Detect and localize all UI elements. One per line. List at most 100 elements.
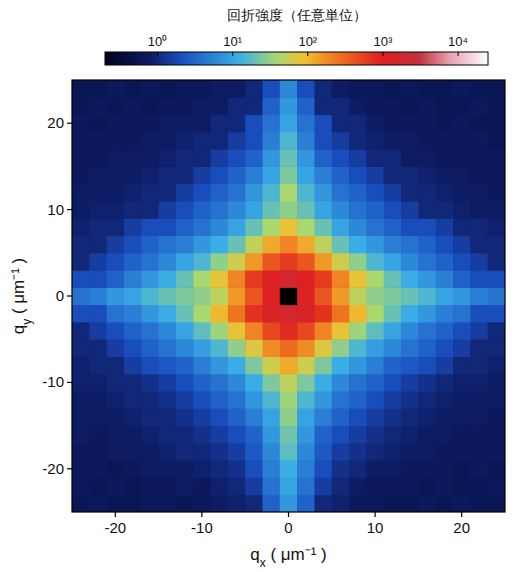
cell <box>263 253 281 271</box>
cell <box>211 97 229 115</box>
cell <box>384 339 402 357</box>
cell <box>418 356 436 374</box>
cell <box>159 149 177 167</box>
cell <box>418 80 436 98</box>
cell <box>384 132 402 150</box>
cell <box>124 236 142 254</box>
cell <box>488 305 505 323</box>
cell <box>107 166 125 184</box>
cell <box>72 80 90 98</box>
cell <box>141 305 159 323</box>
cell <box>470 408 488 426</box>
cell <box>280 374 298 392</box>
cell <box>159 218 177 236</box>
cell <box>453 201 471 219</box>
cell <box>228 495 246 512</box>
cell <box>193 339 211 357</box>
cell <box>297 166 315 184</box>
cell <box>176 356 194 374</box>
cell <box>280 97 298 115</box>
cell <box>193 477 211 495</box>
cell <box>436 305 454 323</box>
cell <box>314 218 332 236</box>
cell <box>193 184 211 202</box>
cell <box>453 339 471 357</box>
cell <box>280 80 298 98</box>
cell <box>176 391 194 409</box>
cell <box>314 339 332 357</box>
cell <box>89 391 107 409</box>
cell <box>366 460 384 478</box>
cell <box>280 132 298 150</box>
cell <box>211 218 229 236</box>
cell <box>245 356 263 374</box>
cell <box>176 495 194 512</box>
y-axis-title: qy ( μm⁻¹ ) <box>9 258 34 335</box>
cell <box>280 339 298 357</box>
cell <box>384 305 402 323</box>
cell <box>176 115 194 133</box>
cell <box>141 218 159 236</box>
cell <box>280 477 298 495</box>
cell <box>72 374 90 392</box>
cell <box>470 356 488 374</box>
cell <box>349 201 367 219</box>
cell <box>89 339 107 357</box>
cell <box>263 391 281 409</box>
cell <box>488 97 505 115</box>
cell <box>263 460 281 478</box>
cell <box>418 201 436 219</box>
cell <box>280 166 298 184</box>
cell <box>384 166 402 184</box>
cell <box>366 339 384 357</box>
cell <box>124 305 142 323</box>
cell <box>141 322 159 340</box>
cell <box>488 184 505 202</box>
cell <box>211 201 229 219</box>
cell <box>141 201 159 219</box>
y-tick <box>67 123 72 124</box>
colorbar-tick <box>157 52 158 56</box>
cell <box>384 115 402 133</box>
cell <box>107 443 125 461</box>
cell <box>366 270 384 288</box>
cell <box>470 97 488 115</box>
cell <box>176 80 194 98</box>
cell <box>280 253 298 271</box>
cell <box>245 270 263 288</box>
cell <box>384 477 402 495</box>
cell <box>401 166 419 184</box>
cell <box>211 477 229 495</box>
x-tick-label: 10 <box>367 519 384 536</box>
cell <box>159 443 177 461</box>
cell <box>211 253 229 271</box>
cell <box>332 270 350 288</box>
cell <box>297 132 315 150</box>
cell <box>349 495 367 512</box>
cell <box>453 218 471 236</box>
cell <box>211 339 229 357</box>
cell <box>488 115 505 133</box>
cell <box>280 305 298 323</box>
cell <box>332 426 350 444</box>
x-tick-label: -20 <box>104 519 126 536</box>
cell <box>228 460 246 478</box>
cell <box>453 356 471 374</box>
cell <box>193 115 211 133</box>
cell <box>297 322 315 340</box>
cell <box>124 201 142 219</box>
cell <box>72 322 90 340</box>
cell <box>89 115 107 133</box>
cell <box>488 477 505 495</box>
cell <box>401 80 419 98</box>
cell <box>159 287 177 305</box>
cell <box>418 184 436 202</box>
cell <box>297 408 315 426</box>
cell <box>245 374 263 392</box>
colorbar-tick-label: 10¹ <box>223 34 242 49</box>
cell <box>332 408 350 426</box>
cell <box>436 426 454 444</box>
cell <box>211 80 229 98</box>
cell <box>280 322 298 340</box>
cell <box>488 287 505 305</box>
